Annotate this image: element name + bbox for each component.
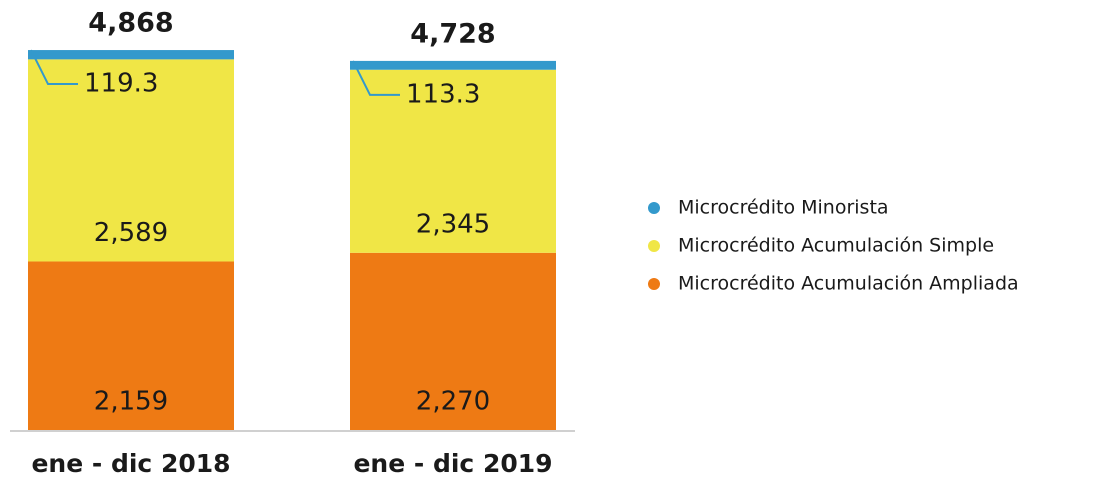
legend-marker xyxy=(648,278,660,290)
bar-segment xyxy=(350,69,556,253)
bar-segment xyxy=(28,59,234,262)
bar-segment xyxy=(350,252,556,430)
total-label: 4,868 xyxy=(88,8,173,39)
value-label: 113.3 xyxy=(406,79,480,109)
value-label: 2,345 xyxy=(416,209,490,239)
legend-label: Microcrédito Acumulación Simple xyxy=(678,235,994,257)
bar-segment xyxy=(350,60,556,70)
value-label: 2,159 xyxy=(94,387,168,417)
x-tick-label: ene - dic 2019 xyxy=(353,449,552,478)
leader-line xyxy=(352,60,400,96)
bar-segment xyxy=(28,50,234,60)
total-label: 4,728 xyxy=(410,18,495,49)
legend-label: Microcrédito Acumulación Ampliada xyxy=(678,273,1019,295)
x-tick-label: ene - dic 2018 xyxy=(31,449,230,478)
legend-label: Microcrédito Minorista xyxy=(678,197,889,219)
value-label: 119.3 xyxy=(84,69,158,99)
leader-line xyxy=(30,49,78,86)
bar-segment xyxy=(28,261,234,430)
value-label: 2,589 xyxy=(94,218,168,248)
value-label: 2,270 xyxy=(416,387,490,417)
legend-marker xyxy=(648,240,660,252)
legend-marker xyxy=(648,202,660,214)
